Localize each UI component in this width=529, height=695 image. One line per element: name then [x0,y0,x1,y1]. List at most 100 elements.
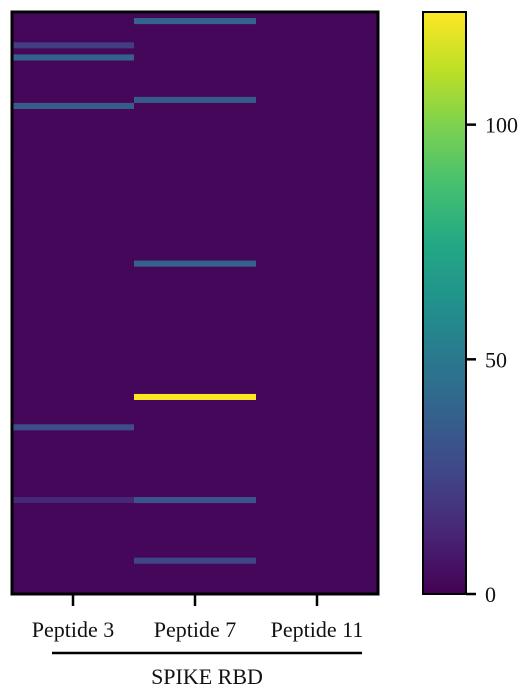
heatmap-cell [12,121,135,128]
heatmap-cell [256,48,379,56]
heatmap-cell [134,442,257,450]
heatmap-cell [134,145,257,153]
heatmap-cell [256,78,379,86]
heatmap-cell [256,72,379,80]
heatmap-cell [256,309,379,316]
heatmap-cell [134,48,257,56]
heatmap-cell [256,545,379,553]
heatmap-cell [12,351,135,359]
heatmap-cell [134,60,257,68]
heatmap-cell [134,72,257,80]
heatmap-cell [12,193,135,201]
heatmap-cell [12,66,135,74]
heatmap-cells [12,12,379,595]
heatmap-cell [256,42,379,49]
heatmap-cell [12,587,135,595]
heatmap-cell [134,448,257,456]
heatmap-cell [256,424,379,431]
heatmap-cell [12,375,135,383]
heatmap-cell [134,557,257,565]
heatmap-cell [134,78,257,86]
heatmap-cell [256,290,379,298]
heatmap-cell [134,393,257,401]
heatmap-cell [12,515,135,522]
heatmap-cell [12,387,135,395]
heatmap-cell [12,248,135,256]
heatmap-cell [12,381,135,389]
heatmap-cell [256,381,379,389]
heatmap-cell [134,575,257,583]
heatmap-cell [134,515,257,522]
heatmap-cell [134,115,257,122]
heatmap-cell [256,400,379,407]
heatmap-cell [134,551,257,559]
heatmap-cell [134,84,257,92]
heatmap-cell [256,436,379,444]
colorbar [422,11,467,595]
heatmap-cell [134,303,257,310]
heatmap-cell [12,30,135,37]
heatmap-cell [12,478,135,486]
heatmap-cell [134,248,257,256]
heatmap-cell [134,503,257,510]
heatmap-cell [134,484,257,492]
heatmap-cell [12,527,135,534]
heatmap-cell [256,351,379,359]
heatmap-cell [256,327,379,334]
heatmap-cell [134,460,257,468]
heatmap-cell [256,527,379,534]
heatmap-cell [256,230,379,237]
heatmap-cell [12,430,135,437]
heatmap-cell [134,187,257,195]
heatmap-cell [134,430,257,437]
heatmap-cell [256,266,379,274]
heatmap-cell [12,60,135,68]
heatmap-cell [12,406,135,413]
heatmap-cell [256,272,379,280]
heatmap-cell [12,230,135,237]
heatmap-cell [256,369,379,377]
heatmap-cell [12,400,135,407]
heatmap-cell [256,224,379,231]
heatmap-cell [12,448,135,456]
heatmap-cell [256,345,379,353]
heatmap-cell [256,430,379,437]
heatmap-cell [134,236,257,243]
colorbar-axis: 0 50 100 [466,113,518,607]
heatmap-cell [12,490,135,498]
heatmap-cell [134,363,257,371]
heatmap-cell [12,48,135,56]
heatmap-cell [12,90,135,98]
heatmap-cell [134,206,257,213]
heatmap-cell [134,345,257,353]
heatmap-cell [12,78,135,86]
heatmap-cell [134,296,257,304]
heatmap-cell [12,442,135,450]
heatmap-cell [134,533,257,541]
heatmap-cell [134,175,257,183]
heatmap-cell [134,36,257,43]
heatmap-cell [256,151,379,159]
heatmap-cell [256,587,379,595]
heatmap-cell [12,533,135,541]
heatmap-cell [256,96,379,104]
heatmap-cell [256,375,379,383]
heatmap-cell [12,503,135,510]
heatmap-cell [256,472,379,480]
heatmap-cell [134,527,257,534]
heatmap-cell [12,563,135,571]
heatmap-cell [134,181,257,189]
heatmap-cell [256,133,379,140]
heatmap-cell [12,96,135,104]
heatmap-cell [134,163,257,171]
heatmap-cell [12,206,135,213]
heatmap-cell [12,551,135,559]
heatmap-cell [134,587,257,595]
heatmap-cell [12,575,135,583]
x-tick-label: Peptide 11 [271,617,364,642]
heatmap-cell [12,454,135,462]
heatmap-cell [256,387,379,395]
heatmap-cell [12,418,135,425]
heatmap-cell [12,497,135,504]
heatmap-cell [12,484,135,492]
